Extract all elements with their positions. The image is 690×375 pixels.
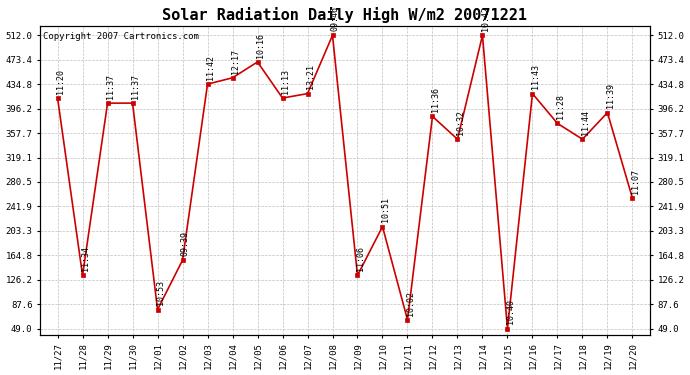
Text: 11:34: 11:34 (81, 246, 90, 271)
Text: 10:51: 10:51 (381, 198, 390, 222)
Text: 10:32: 10:32 (456, 110, 465, 135)
Text: 10:53: 10:53 (156, 280, 165, 305)
Text: 11:37: 11:37 (106, 74, 115, 99)
Text: 10:02: 10:02 (406, 291, 415, 316)
Text: 11:28: 11:28 (555, 94, 564, 119)
Text: 10:16: 10:16 (256, 33, 265, 58)
Text: 11:13: 11:13 (281, 69, 290, 94)
Text: Copyright 2007 Cartronics.com: Copyright 2007 Cartronics.com (43, 32, 199, 41)
Text: 11:44: 11:44 (581, 110, 590, 135)
Text: 09:46: 09:46 (331, 6, 339, 31)
Text: 11:39: 11:39 (606, 84, 615, 108)
Text: 11:42: 11:42 (206, 55, 215, 80)
Text: 11:37: 11:37 (131, 74, 140, 99)
Text: 10:40: 10:40 (506, 299, 515, 324)
Text: 11:20: 11:20 (56, 69, 65, 94)
Text: 11:07: 11:07 (631, 169, 640, 194)
Text: 09:39: 09:39 (181, 231, 190, 256)
Text: 10:42: 10:42 (481, 6, 490, 31)
Title: Solar Radiation Daily High W/m2 20071221: Solar Radiation Daily High W/m2 20071221 (163, 7, 527, 23)
Text: 13:21: 13:21 (306, 64, 315, 90)
Text: 12:17: 12:17 (230, 49, 240, 74)
Text: 11:36: 11:36 (431, 87, 440, 112)
Text: 11:06: 11:06 (356, 246, 365, 271)
Text: 11:43: 11:43 (531, 64, 540, 90)
